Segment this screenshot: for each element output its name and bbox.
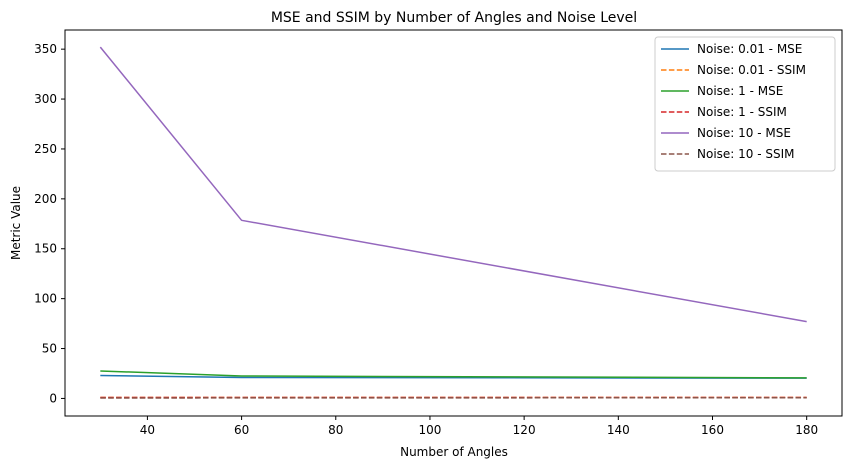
y-tick-label: 350 <box>34 42 57 56</box>
legend: Noise: 0.01 - MSE Noise: 0.01 - SSIM Noise… <box>654 36 836 172</box>
x-tick-label: 40 <box>140 423 155 437</box>
y-tick-label: 100 <box>34 292 57 306</box>
x-tick-label: 160 <box>701 423 724 437</box>
x-tick-label: 80 <box>328 423 343 437</box>
legend-label: Noise: 1 - MSE <box>697 84 783 98</box>
y-tick-label: 250 <box>34 142 57 156</box>
x-tick-label: 100 <box>419 423 442 437</box>
y-axis: 0 50 100 150 200 250 300 350 <box>34 42 65 405</box>
x-axis-label: Number of Angles <box>400 445 508 459</box>
chart-title: MSE and SSIM by Number of Angles and Noi… <box>271 10 637 26</box>
x-axis: 40 60 80 100 120 140 160 180 <box>140 416 818 437</box>
y-tick-label: 300 <box>34 92 57 106</box>
series-line-5 <box>99 46 807 323</box>
series-line-3 <box>100 370 807 379</box>
x-tick-label: 140 <box>607 423 630 437</box>
y-axis-label: Metric Value <box>9 186 23 260</box>
x-tick-label: 180 <box>795 423 818 437</box>
legend-box <box>654 36 836 172</box>
legend-label: Noise: 10 - SSIM <box>697 147 795 161</box>
series-lines <box>99 46 807 399</box>
plot-frame <box>64 29 843 417</box>
y-tick-label: 50 <box>42 342 57 356</box>
x-tick-label: 120 <box>513 423 536 437</box>
y-tick-label: 0 <box>49 391 57 405</box>
x-tick-label: 60 <box>234 423 249 437</box>
legend-label: Noise: 0.01 - MSE <box>697 42 802 56</box>
y-tick-label: 150 <box>34 242 57 256</box>
y-tick-label: 200 <box>34 192 57 206</box>
legend-label: Noise: 1 - SSIM <box>697 105 787 119</box>
legend-label: Noise: 10 - MSE <box>697 126 791 140</box>
legend-label: Noise: 0.01 - SSIM <box>697 63 806 77</box>
